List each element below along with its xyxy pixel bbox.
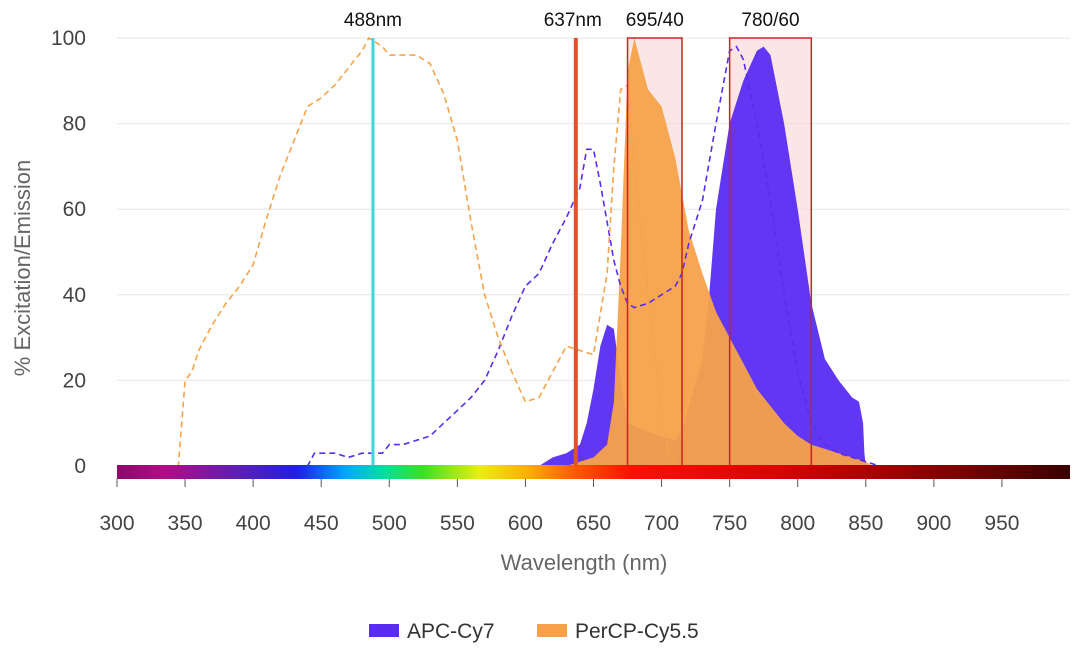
x-tick-label: 450	[304, 512, 339, 535]
x-tick-label: 850	[848, 512, 883, 535]
x-tick-label: 800	[780, 512, 815, 535]
x-tick-label: 400	[236, 512, 271, 535]
axis-layer: 0 20 40 60 80 100 300 350 400 450 500 550 600 650 700 7…	[51, 27, 1070, 535]
legend-label: APC-Cy7	[407, 620, 495, 643]
series-layer	[117, 36, 1070, 467]
x-tick-label: 950	[984, 512, 1019, 535]
excitation-line	[117, 45, 1070, 467]
laser-label: 488nm	[344, 10, 402, 31]
y-axis-title: % Excitation/Emission	[10, 160, 35, 376]
wavelength-colorbar	[117, 465, 1070, 479]
legend: APC-Cy7 PerCP-Cy5.5	[369, 620, 699, 643]
y-tick-label: 40	[63, 284, 86, 307]
laser-layer: 488nm 637nm	[344, 10, 602, 466]
x-axis-title: Wavelength (nm)	[501, 550, 668, 575]
legend-label: PerCP-Cy5.5	[575, 620, 699, 643]
emission-area	[566, 38, 873, 466]
x-tick-label: 500	[372, 512, 407, 535]
grid-layer	[117, 37, 1070, 381]
x-tick-label: 700	[644, 512, 679, 535]
excitation-line	[117, 36, 1070, 467]
legend-swatch	[537, 624, 567, 637]
legend-swatch	[369, 624, 399, 637]
laser-label: 637nm	[544, 10, 602, 31]
x-tick-label: 650	[576, 512, 611, 535]
x-tick-label: 750	[712, 512, 747, 535]
x-tick-label: 350	[168, 512, 203, 535]
emission-area	[539, 46, 866, 466]
y-tick-label: 80	[63, 113, 86, 136]
x-tick-label: 550	[440, 512, 475, 535]
y-tick-label: 0	[74, 455, 86, 478]
x-tick-label: 300	[99, 512, 134, 535]
x-tick-label: 900	[916, 512, 951, 535]
filter-label: 695/40	[626, 10, 684, 31]
y-tick-label: 100	[51, 27, 86, 50]
x-tick-label: 600	[508, 512, 543, 535]
y-tick-label: 60	[63, 198, 86, 221]
y-tick-label: 20	[63, 369, 86, 392]
filter-label: 780/60	[741, 10, 799, 31]
